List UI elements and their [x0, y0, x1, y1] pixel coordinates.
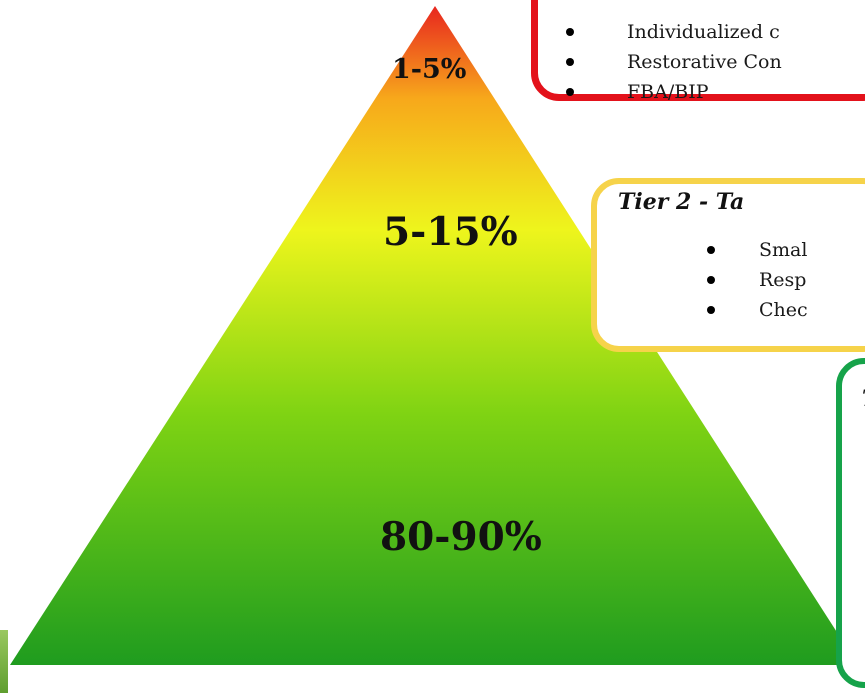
bullet-icon [566, 28, 574, 36]
bullet-icon [566, 88, 574, 96]
list-item: Smal [597, 235, 808, 265]
tier2-list: Smal Resp Chec [597, 235, 808, 325]
tier2-title: Tier 2 - Ta [618, 189, 745, 215]
list-item: Resp [597, 265, 808, 295]
bullet-icon [707, 276, 715, 284]
list-item: Individualized c [538, 17, 782, 47]
list-item-text: FBA/BIP [627, 81, 709, 103]
tier1-title: T [862, 386, 865, 412]
list-item-text: Chec [759, 299, 808, 321]
tier3-list: Individualized c Restorative Con FBA/BIP [538, 17, 782, 107]
pyramid-label-bottom: 80-90% [380, 514, 542, 560]
tier3-box: Individualized c Restorative Con FBA/BIP [531, 0, 865, 103]
list-item-text: Individualized c [627, 21, 780, 43]
bullet-icon [707, 306, 715, 314]
list-item-text: Resp [759, 269, 807, 291]
background-edge-strip [0, 630, 8, 693]
tier1-box: T [836, 358, 865, 688]
bullet-icon [707, 246, 715, 254]
list-item: Restorative Con [538, 47, 782, 77]
list-item-text: Smal [759, 239, 808, 261]
list-item: FBA/BIP [538, 77, 782, 107]
pyramid-label-middle: 5-15% [383, 209, 518, 255]
pyramid-triangle [10, 6, 858, 665]
pyramid-label-top: 1-5% [392, 54, 467, 85]
list-item-text: Restorative Con [627, 51, 782, 73]
tier2-box: Tier 2 - Ta Smal Resp Chec [591, 178, 865, 352]
bullet-icon [566, 58, 574, 66]
list-item: Chec [597, 295, 808, 325]
